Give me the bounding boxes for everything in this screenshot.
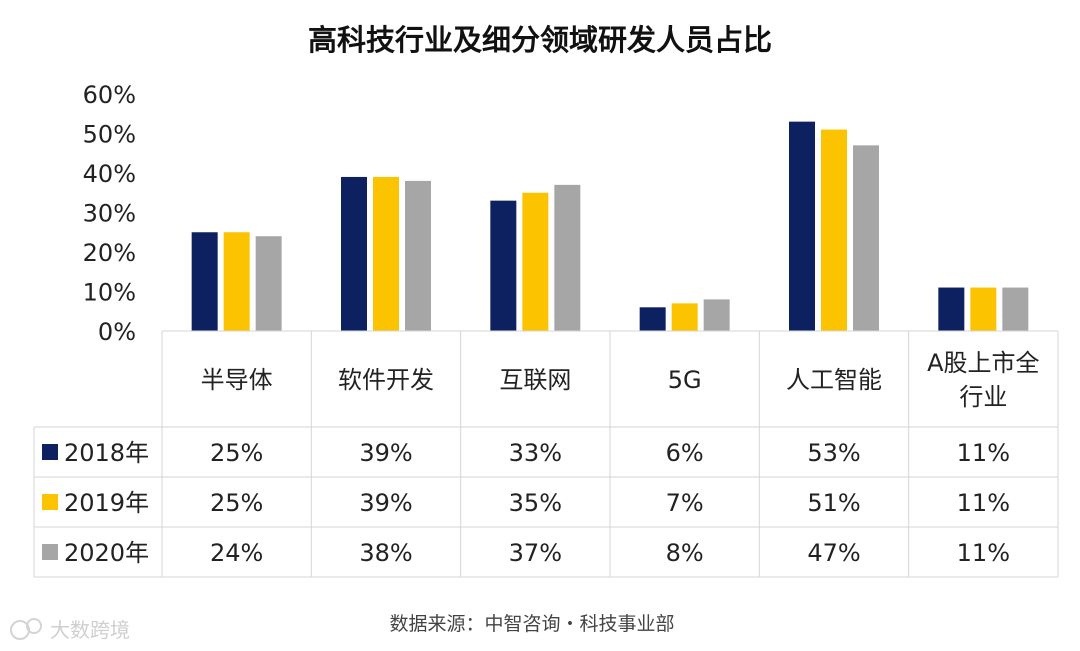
bar bbox=[970, 287, 997, 331]
category-label: 5G bbox=[668, 366, 702, 394]
table-cell: 25% bbox=[210, 439, 263, 467]
table-cell: 11% bbox=[957, 489, 1010, 517]
table-cell: 51% bbox=[807, 489, 860, 517]
bar bbox=[703, 299, 730, 331]
y-tick-label: 60% bbox=[83, 81, 136, 109]
bar bbox=[373, 176, 399, 331]
legend-swatch bbox=[42, 444, 58, 460]
bar bbox=[554, 184, 581, 331]
table-cell: 25% bbox=[210, 489, 263, 517]
bar bbox=[223, 232, 250, 331]
bar bbox=[490, 200, 517, 331]
table-cell: 33% bbox=[509, 439, 562, 467]
legend-label: 2020年 bbox=[64, 539, 149, 567]
table-cell: 7% bbox=[666, 489, 704, 517]
chart-title: 高科技行业及细分领域研发人员占比 bbox=[308, 23, 772, 57]
bar bbox=[522, 192, 549, 331]
table-cell: 39% bbox=[359, 489, 412, 517]
legend-swatch bbox=[42, 494, 58, 510]
y-tick-label: 30% bbox=[83, 200, 136, 228]
bar bbox=[853, 145, 879, 331]
bar bbox=[938, 287, 965, 331]
watermark: 大数跨境 bbox=[10, 618, 130, 642]
table-cell: 8% bbox=[666, 539, 704, 567]
wechat-logo-icon bbox=[10, 618, 42, 640]
table-cell: 47% bbox=[807, 539, 860, 567]
y-tick-label: 40% bbox=[83, 160, 136, 188]
table-cell: 24% bbox=[210, 539, 263, 567]
legend-label: 2018年 bbox=[64, 439, 149, 467]
table-cell: 6% bbox=[666, 439, 704, 467]
y-axis: 0% 10% 20% 30% 40% 50% 60% bbox=[83, 81, 136, 346]
bar bbox=[639, 307, 666, 331]
bar bbox=[255, 236, 282, 331]
bar bbox=[821, 129, 847, 331]
table-cell: 11% bbox=[957, 439, 1010, 467]
bars bbox=[191, 121, 1029, 332]
table-cell: 53% bbox=[807, 439, 860, 467]
y-tick-label: 0% bbox=[98, 318, 136, 346]
watermark-text: 大数跨境 bbox=[50, 618, 130, 642]
bar bbox=[1002, 287, 1029, 331]
y-tick-label: 20% bbox=[83, 239, 136, 267]
category-label: 软件开发 bbox=[338, 366, 434, 394]
bar bbox=[191, 232, 218, 331]
table-cell: 38% bbox=[359, 539, 412, 567]
category-label: A股上市全 bbox=[927, 349, 1039, 377]
category-label: 互联网 bbox=[499, 366, 571, 394]
legend-swatch bbox=[42, 544, 58, 560]
table-cell: 37% bbox=[509, 539, 562, 567]
bar bbox=[405, 180, 431, 331]
bar bbox=[341, 176, 367, 331]
category-label: 行业 bbox=[959, 383, 1007, 411]
table-cell: 39% bbox=[359, 439, 412, 467]
legend-label: 2019年 bbox=[64, 489, 149, 517]
category-label: 人工智能 bbox=[786, 366, 882, 394]
table-cell: 11% bbox=[957, 539, 1010, 567]
bar bbox=[671, 303, 698, 331]
category-label: 半导体 bbox=[201, 366, 273, 394]
source-note: 数据来源：中智咨询・科技事业部 bbox=[389, 613, 674, 635]
y-tick-label: 50% bbox=[83, 121, 136, 149]
table-cell: 35% bbox=[509, 489, 562, 517]
y-tick-label: 10% bbox=[83, 279, 136, 307]
bar bbox=[789, 121, 815, 332]
